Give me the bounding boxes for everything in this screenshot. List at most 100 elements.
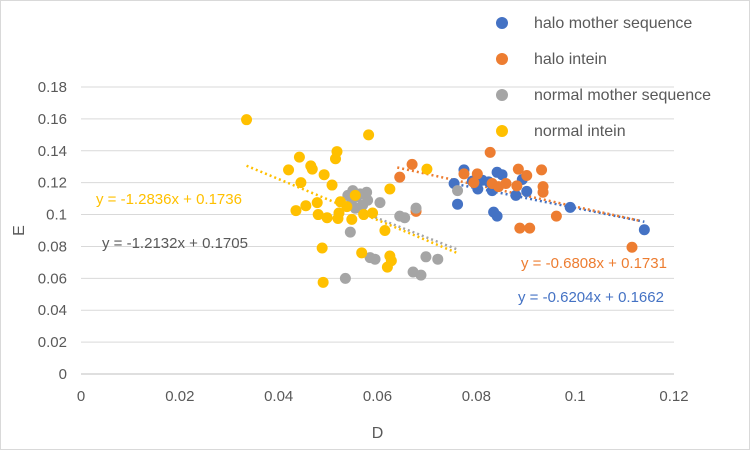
y-tick-label: 0 bbox=[59, 366, 67, 383]
data-point-series-3 bbox=[312, 209, 324, 221]
y-tick-label: 0.02 bbox=[38, 334, 67, 351]
data-point-series-1 bbox=[500, 177, 512, 189]
data-point-series-2 bbox=[415, 269, 427, 281]
data-point-series-3 bbox=[290, 205, 302, 217]
axes: 0 0.02 0.04 0.06 0.08 0.1 0.12 0.14 0.16 0.18 0 0.0… bbox=[11, 79, 689, 442]
y-tick-label: 0.1 bbox=[46, 207, 67, 224]
x-axis-title: D bbox=[372, 425, 384, 442]
data-point-series-1 bbox=[468, 177, 480, 189]
x-tick-label: 0.06 bbox=[363, 388, 392, 405]
data-point-series-3 bbox=[311, 197, 323, 209]
x-tick-label: 0.02 bbox=[165, 388, 194, 405]
data-point-series-0 bbox=[564, 201, 576, 213]
data-point-series-3 bbox=[283, 164, 295, 176]
data-point-series-1 bbox=[521, 169, 533, 181]
data-point-series-2 bbox=[432, 253, 444, 265]
data-point-series-2 bbox=[361, 186, 373, 198]
data-point-series-1 bbox=[484, 146, 496, 158]
trendline-series-1 bbox=[396, 166, 640, 222]
data-point-series-3 bbox=[300, 200, 312, 212]
data-point-series-2 bbox=[399, 212, 411, 224]
y-tick-label: 0.14 bbox=[38, 143, 67, 160]
data-points bbox=[241, 114, 650, 288]
trendline-equation-series-0: y = -0.6204x + 0.1662 bbox=[518, 289, 664, 306]
y-axis-title: E bbox=[11, 225, 28, 236]
trendline-equation-series-1: y = -0.6808x + 0.1731 bbox=[521, 255, 667, 272]
data-point-series-1 bbox=[394, 171, 406, 183]
data-point-series-2 bbox=[410, 202, 422, 214]
data-point-series-0 bbox=[452, 198, 464, 210]
data-point-series-3 bbox=[349, 189, 361, 201]
data-point-series-0 bbox=[491, 210, 503, 222]
data-point-series-3 bbox=[293, 151, 305, 163]
data-point-series-3 bbox=[341, 201, 353, 213]
data-point-series-1 bbox=[550, 210, 562, 222]
data-point-series-3 bbox=[326, 179, 338, 191]
legend-label-series-0: halo mother sequence bbox=[534, 15, 692, 32]
data-point-series-0 bbox=[510, 189, 522, 201]
data-point-series-3 bbox=[421, 163, 433, 175]
data-point-series-2 bbox=[362, 194, 374, 206]
data-point-series-3 bbox=[331, 146, 343, 158]
data-point-series-3 bbox=[241, 114, 253, 126]
data-point-series-3 bbox=[358, 209, 370, 221]
data-point-series-0 bbox=[496, 169, 508, 181]
data-point-series-1 bbox=[471, 168, 483, 180]
trendline-equation-series-2: y = -1.2132x + 0.1705 bbox=[102, 235, 248, 252]
x-tick-label: 0.08 bbox=[462, 388, 491, 405]
data-point-series-1 bbox=[512, 163, 524, 175]
data-point-series-3 bbox=[384, 183, 396, 195]
data-point-series-1 bbox=[406, 158, 418, 170]
data-point-series-1 bbox=[511, 180, 523, 192]
x-tick-label: 0.1 bbox=[565, 388, 586, 405]
data-point-series-2 bbox=[452, 185, 464, 197]
legend-label-series-1: halo intein bbox=[534, 51, 607, 68]
y-tick-label: 0.04 bbox=[38, 302, 67, 319]
data-point-series-3 bbox=[316, 242, 328, 254]
legend-label-series-3: normal intein bbox=[534, 123, 626, 140]
data-point-series-3 bbox=[385, 255, 397, 267]
data-point-series-2 bbox=[369, 253, 381, 265]
x-tick-label: 0.12 bbox=[659, 388, 688, 405]
y-tick-label: 0.16 bbox=[38, 111, 67, 128]
data-point-series-1 bbox=[514, 222, 526, 234]
data-point-series-2 bbox=[344, 226, 356, 238]
legend-label-series-2: normal mother sequence bbox=[534, 87, 711, 104]
data-point-series-0 bbox=[521, 185, 533, 197]
y-tick-label: 0.08 bbox=[38, 238, 67, 255]
legend-marker-series-2 bbox=[496, 89, 508, 101]
trendline-equation-series-3: y = -1.2836x + 0.1736 bbox=[96, 191, 242, 208]
data-point-series-0 bbox=[638, 224, 650, 236]
data-point-series-1 bbox=[626, 241, 638, 253]
data-point-series-3 bbox=[321, 212, 333, 224]
y-tick-label: 0.18 bbox=[38, 79, 67, 96]
legend: halo mother sequence halo intein normal mo… bbox=[496, 15, 711, 140]
data-point-series-3 bbox=[356, 247, 368, 259]
legend-marker-series-1 bbox=[496, 53, 508, 65]
data-point-series-3 bbox=[295, 177, 307, 189]
data-point-series-3 bbox=[306, 163, 318, 175]
data-point-series-3 bbox=[367, 207, 379, 219]
data-point-series-1 bbox=[537, 181, 549, 193]
trendline-series-3 bbox=[246, 164, 460, 255]
y-tick-label: 0.06 bbox=[38, 270, 67, 287]
y-tick-label: 0.12 bbox=[38, 175, 67, 192]
data-point-series-1 bbox=[524, 222, 536, 234]
data-point-series-3 bbox=[317, 276, 329, 288]
data-point-series-3 bbox=[333, 207, 345, 219]
data-point-series-1 bbox=[458, 168, 470, 180]
trendline-equations: y = -0.6204x + 0.1662 y = -0.6808x + 0.17… bbox=[96, 191, 667, 306]
legend-marker-series-0 bbox=[496, 17, 508, 29]
data-point-series-1 bbox=[536, 164, 548, 176]
x-tick-label: 0.04 bbox=[264, 388, 293, 405]
data-point-series-2 bbox=[339, 272, 351, 284]
data-point-series-2 bbox=[420, 251, 432, 263]
data-point-series-3 bbox=[346, 213, 358, 225]
data-point-series-3 bbox=[379, 225, 391, 236]
legend-marker-series-3 bbox=[496, 125, 508, 137]
x-tick-label: 0 bbox=[77, 388, 85, 405]
data-point-series-3 bbox=[318, 169, 330, 181]
data-point-series-3 bbox=[363, 129, 375, 141]
